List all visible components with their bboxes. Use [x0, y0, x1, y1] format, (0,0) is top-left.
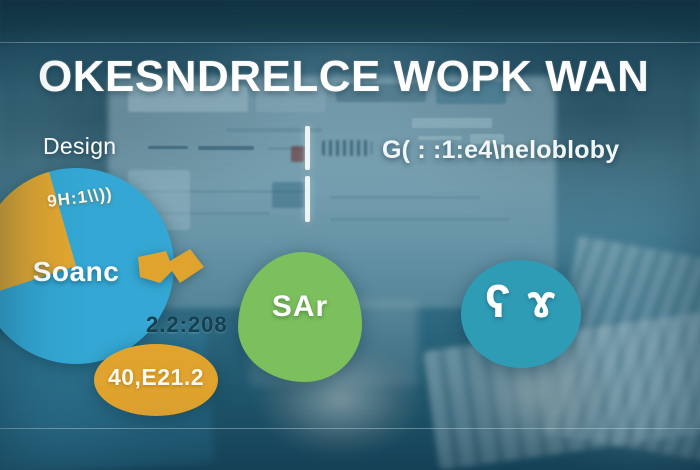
background-ui-row-8 [140, 190, 310, 193]
background-ui-row-1 [226, 128, 322, 132]
label-technology: G( : :1:e4\nelobloby [382, 136, 620, 164]
page-title: OKESNDRELCE WOPK WAN [38, 52, 650, 101]
background-ui-panel-c [336, 84, 426, 102]
hairline-bottom [0, 428, 700, 429]
vertical-divider-lower [305, 176, 310, 222]
blue-circle-shape: ʕ ɤ [461, 260, 581, 368]
background-ui-row-10 [140, 212, 270, 215]
background-ui-row-6 [418, 136, 462, 140]
label-design: Design [43, 133, 117, 159]
background-ui-tile [272, 182, 304, 208]
background-ui-panel-d [436, 82, 506, 104]
green-blob-label: SAr [271, 290, 329, 323]
background-bar-marks [322, 140, 372, 156]
pie-main-label: Soanc [32, 256, 120, 287]
background-red-marker [291, 146, 304, 162]
background-ui-row-7 [470, 134, 504, 144]
vertical-divider-upper [305, 126, 310, 170]
hairline-top [0, 42, 700, 43]
background-ui-row-9 [330, 196, 480, 199]
background-ui-row-3 [198, 146, 254, 150]
background-top-shadow [0, 0, 700, 44]
background-ui-panel-b [256, 86, 326, 112]
background-ui-row-11 [330, 218, 510, 221]
background-ui-panel-a [128, 86, 248, 112]
background-ui-row-4 [268, 147, 308, 150]
background-ui-row-2 [148, 146, 188, 149]
blue-circle-glyph: ʕ ɤ [485, 275, 557, 327]
orange-oval-label: 40,E21.2 [107, 364, 205, 390]
stat-value-middle: 2.2:208 [146, 312, 228, 337]
right-arrow-icon [138, 249, 204, 283]
orange-oval-shape: 40,E21.2 [94, 344, 218, 416]
green-blob-shape: SAr [238, 252, 362, 382]
pie-chart: 9H:1\\)) Soanc [0, 168, 174, 364]
background-ui-row-5 [412, 118, 492, 128]
